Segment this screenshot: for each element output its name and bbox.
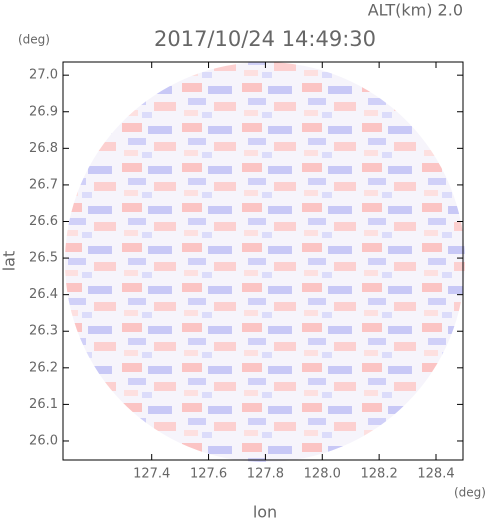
x-tick-label: 127.4 — [133, 467, 170, 482]
x-tick-label: 128.2 — [361, 467, 398, 482]
y-tick-label: 26.6 — [29, 214, 58, 229]
x-tick-label: 128.0 — [304, 467, 341, 482]
plot-frame — [62, 61, 464, 461]
radar-field — [65, 62, 465, 462]
y-tick-label: 27.0 — [29, 68, 58, 83]
y-tick-label: 26.5 — [29, 251, 58, 266]
y-tick-label: 26.7 — [29, 177, 58, 192]
y-tick-label: 26.1 — [29, 397, 58, 412]
x-unit: (deg) — [454, 486, 486, 500]
y-tick-label: 26.4 — [29, 287, 58, 302]
y-tick-label: 26.2 — [29, 360, 58, 375]
y-axis-label: lat — [0, 251, 19, 272]
y-tick-label: 26.8 — [29, 141, 58, 156]
y-tick-label: 26.0 — [29, 433, 58, 448]
altitude-label: ALT(km) 2.0 — [368, 1, 463, 20]
x-tick-label: 127.8 — [247, 467, 284, 482]
x-tick-label: 127.6 — [190, 467, 227, 482]
y-unit: (deg) — [18, 33, 50, 47]
y-tick-label: 26.3 — [29, 324, 58, 339]
chart-title: 2017/10/24 14:49:30 — [154, 27, 376, 51]
x-axis-label: lon — [253, 503, 277, 521]
y-tick-label: 26.9 — [29, 104, 58, 119]
x-tick-label: 128.4 — [417, 467, 454, 482]
